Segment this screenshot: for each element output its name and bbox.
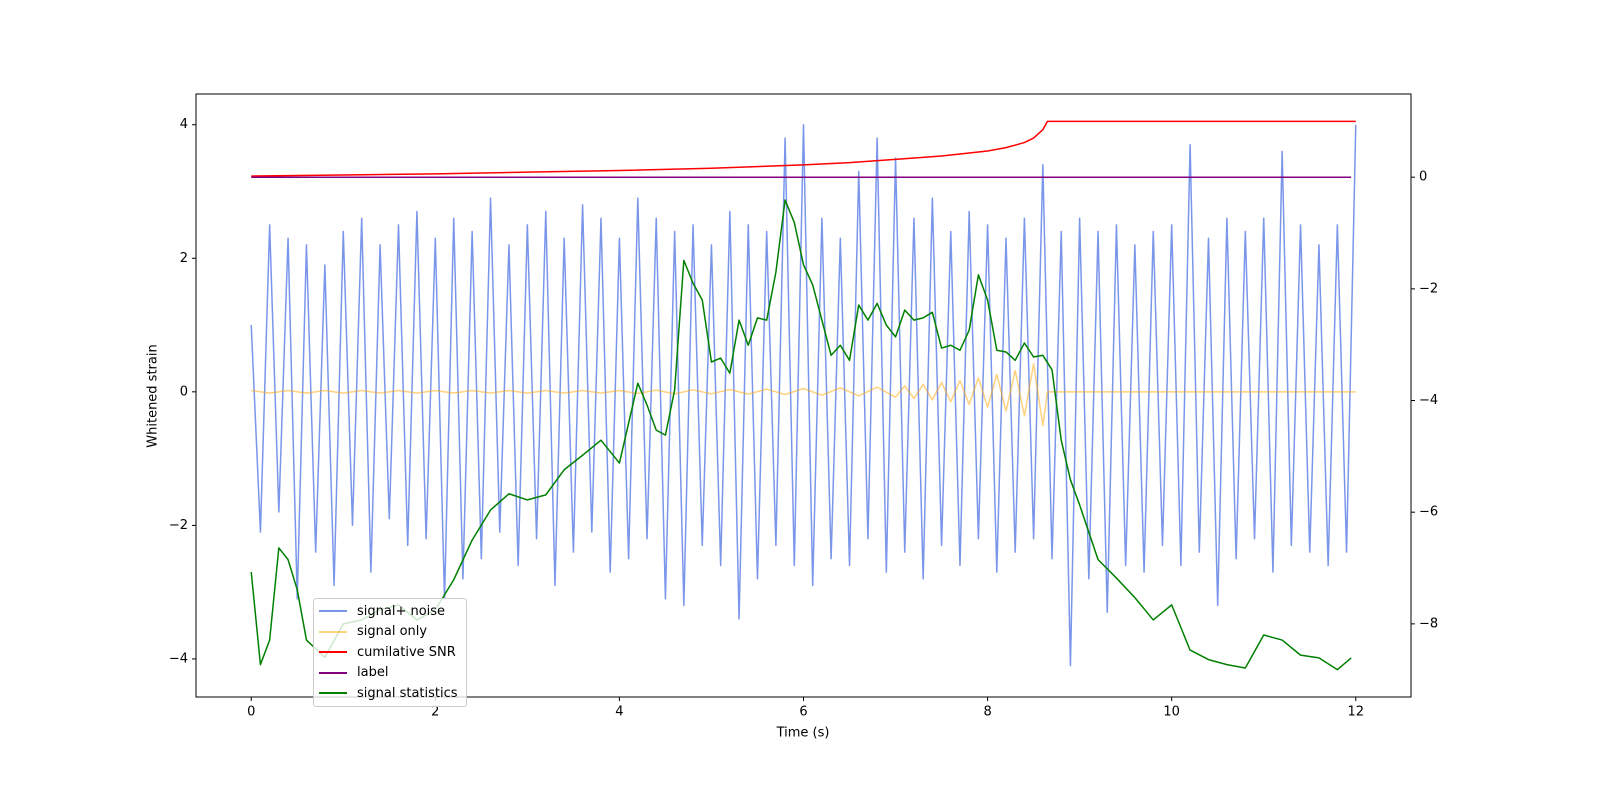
x-tick-label: 8 [983,705,991,720]
legend-label: signal+ noise [357,603,446,619]
y2-tick-label: −6 [1419,505,1438,520]
legend-label: signal statistics [357,685,458,701]
y-tick-label: 0 [180,384,188,399]
legend-item: label [314,663,466,684]
x-tick-label: 0 [247,705,255,720]
series-line [250,123,1357,667]
x-tick-label: 2 [431,705,439,720]
x-tick-label: 12 [1347,705,1364,720]
plot-area [250,120,1357,671]
legend-swatch [319,610,347,613]
legend-item: signal+ noise [314,601,466,622]
x-tick-label: 10 [1163,705,1180,720]
y2-tick-label: 0 [1419,170,1427,185]
y-tick-label: 2 [180,251,188,266]
legend-label: label [357,665,389,681]
legend-swatch [319,630,347,633]
series-line [251,363,1356,426]
x-tick-label: 6 [799,705,807,720]
y-tick-label: 4 [180,117,188,132]
y-tick-label: −2 [169,518,188,533]
legend: signal+ noise signal only cumilative SNR la… [313,598,467,707]
x-axis-label: Time (s) [776,726,830,741]
legend-label: signal only [357,624,428,640]
legend-item: signal only [314,622,466,643]
series-line [251,120,1356,177]
y2-tick-label: −8 [1419,616,1438,631]
legend-item: signal statistics [314,683,466,704]
x-tick-label: 4 [615,705,623,720]
legend-swatch [319,692,347,695]
y2-tick-label: −2 [1419,281,1438,296]
legend-label: cumilative SNR [357,644,456,660]
series-line [250,199,1352,671]
y-tick-label: −4 [169,651,188,666]
legend-swatch [319,651,347,654]
legend-swatch [319,671,347,674]
y-axis-label: Whitened strain [146,344,161,447]
legend-item: cumilative SNR [314,642,466,663]
y2-tick-label: −4 [1419,393,1438,408]
